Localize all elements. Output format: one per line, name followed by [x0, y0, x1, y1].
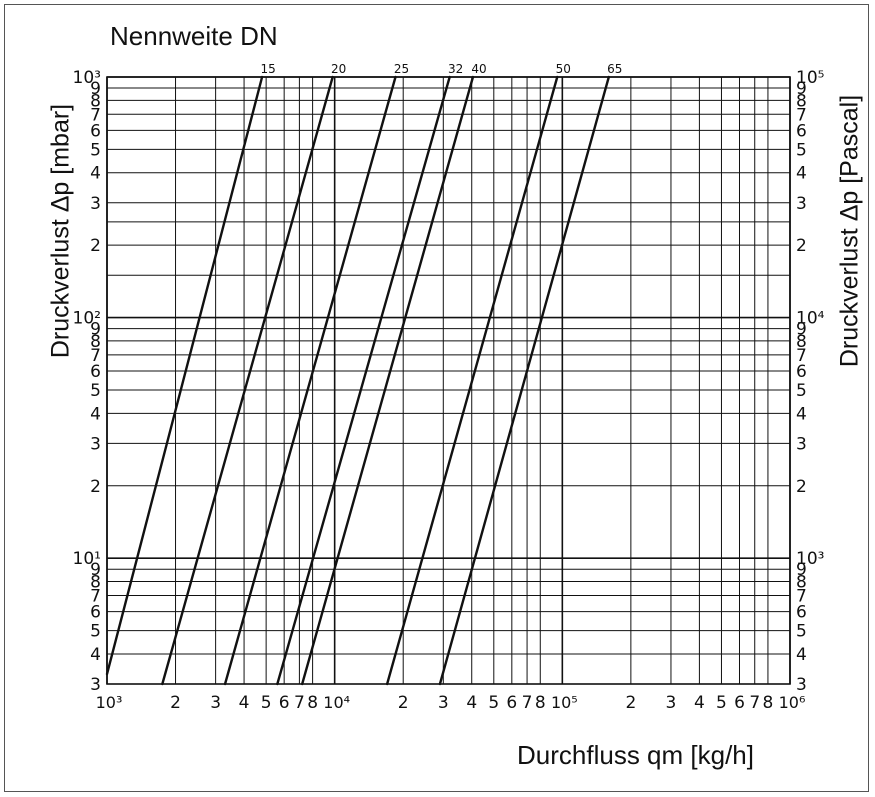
y-tick-label-right: 7 — [796, 586, 807, 606]
series-line-dn-32 — [276, 75, 451, 686]
y-tick-label-right: 9 — [796, 320, 807, 340]
x-tick-label: 8 — [763, 693, 774, 713]
y-tick-label-right: 2 — [796, 477, 807, 497]
x-tick-label: 7 — [749, 693, 760, 713]
x-tick-label: 3 — [438, 693, 449, 713]
series-label-dn-50: 50 — [556, 62, 571, 76]
y-tick-label-right: 4 — [796, 645, 807, 665]
y-tick-label-left: 4 — [90, 645, 101, 665]
y-tick-label-left: 5 — [90, 622, 101, 642]
y-tick-label-right: 8 — [796, 332, 807, 352]
y-tick-label-right: 8 — [796, 91, 807, 111]
y-tick-label-left: 7 — [90, 586, 101, 606]
y-tick-label-left: 9 — [90, 320, 101, 340]
y-tick-label-right: 2 — [796, 236, 807, 256]
series-label-dn-15: 15 — [260, 62, 275, 76]
y-tick-label-right: 10⁴ — [796, 309, 825, 329]
x-tick-label: 2 — [170, 693, 181, 713]
y-tick-label-left: 9 — [90, 79, 101, 99]
y-tick-label-left: 3 — [90, 194, 101, 214]
y-tick-label-left: 6 — [90, 362, 101, 382]
y-tick-label-right: 3 — [796, 194, 807, 214]
y-tick-label-left: 3 — [90, 434, 101, 454]
x-tick-label: 4 — [239, 693, 250, 713]
x-tick-label: 10⁵ — [551, 693, 578, 712]
y-tick-label-left: 4 — [90, 404, 101, 424]
y-tick-label-right: 10⁵ — [796, 68, 824, 88]
x-tick-label: 3 — [666, 693, 677, 713]
x-tick-label: 8 — [307, 693, 318, 713]
y-tick-label-right: 7 — [796, 346, 807, 366]
x-tick-label: 4 — [694, 693, 705, 713]
y-tick-label-right: 8 — [796, 573, 807, 593]
x-tick-label: 10⁴ — [323, 693, 350, 712]
y-tick-label-left: 4 — [90, 164, 101, 184]
y-tick-label-right: 4 — [796, 404, 807, 424]
y-tick-label-left: 6 — [90, 121, 101, 141]
x-tick-label: 3 — [210, 693, 221, 713]
x-tick-label: 4 — [466, 693, 477, 713]
x-tick-label: 2 — [625, 693, 636, 713]
x-tick-label: 10³ — [96, 693, 123, 712]
x-tick-label: 7 — [294, 693, 305, 713]
y-tick-label-left: 2 — [90, 236, 101, 256]
x-tick-label: 5 — [716, 693, 727, 713]
series-line-dn-15 — [105, 75, 264, 676]
y-tick-label-right: 9 — [796, 560, 807, 580]
series-label-dn-32: 32 — [448, 62, 463, 76]
y-tick-label-left: 8 — [90, 573, 101, 593]
y-tick-label-left: 3 — [90, 675, 101, 695]
y-tick-label-right: 9 — [796, 79, 807, 99]
x-tick-label: 5 — [488, 693, 499, 713]
y-tick-label-left: 10¹ — [73, 549, 101, 569]
y-tick-label-right: 6 — [796, 603, 807, 623]
x-tick-label: 6 — [734, 693, 745, 713]
y-tick-label-right: 6 — [796, 362, 807, 382]
x-tick-label: 6 — [506, 693, 517, 713]
y-tick-label-left: 5 — [90, 381, 101, 401]
x-axis-label: Durchfluss qm [kg/h] — [517, 740, 754, 770]
y-tick-label-left: 10³ — [73, 68, 101, 88]
y-tick-label-left: 6 — [90, 603, 101, 623]
y-tick-label-left: 8 — [90, 91, 101, 111]
y-tick-label-left: 5 — [90, 140, 101, 160]
y-tick-label-left: 7 — [90, 346, 101, 366]
series-line-dn-40 — [300, 75, 475, 686]
y-tick-label-right: 3 — [796, 434, 807, 454]
x-tick-label: 6 — [279, 693, 290, 713]
y-tick-label-right: 5 — [796, 622, 807, 642]
x-tick-label: 8 — [535, 693, 546, 713]
y-tick-label-left: 8 — [90, 332, 101, 352]
series-label-dn-40: 40 — [471, 62, 486, 76]
chart-title: Nennweite DN — [110, 21, 278, 51]
x-tick-label: 7 — [522, 693, 533, 713]
series-line-dn-65 — [438, 75, 611, 686]
x-tick-label: 5 — [261, 693, 272, 713]
chart-frame: Nennweite DN Druckverlust Δp [mbar] Druc… — [4, 4, 869, 792]
series-line-dn-50 — [385, 75, 559, 686]
y-tick-label-right: 4 — [796, 164, 807, 184]
series-line-dn-20 — [161, 75, 334, 686]
y-tick-label-left: 7 — [90, 105, 101, 125]
y-tick-label-right: 10³ — [796, 549, 824, 569]
y-tick-label-right: 5 — [796, 140, 807, 160]
series-line-dn-25 — [223, 75, 397, 686]
y-tick-label-right: 7 — [796, 105, 807, 125]
y-tick-label-left: 10² — [73, 309, 101, 329]
series-label-dn-65: 65 — [607, 62, 622, 76]
y-tick-label-right: 3 — [796, 675, 807, 695]
series-label-dn-25: 25 — [394, 62, 409, 76]
y-tick-label-right: 6 — [796, 121, 807, 141]
series-label-dn-20: 20 — [331, 62, 346, 76]
y-tick-label-left: 2 — [90, 477, 101, 497]
x-tick-label: 2 — [398, 693, 409, 713]
x-tick-label: 10⁶ — [779, 693, 806, 712]
y-tick-label-left: 9 — [90, 560, 101, 580]
y-tick-label-right: 5 — [796, 381, 807, 401]
